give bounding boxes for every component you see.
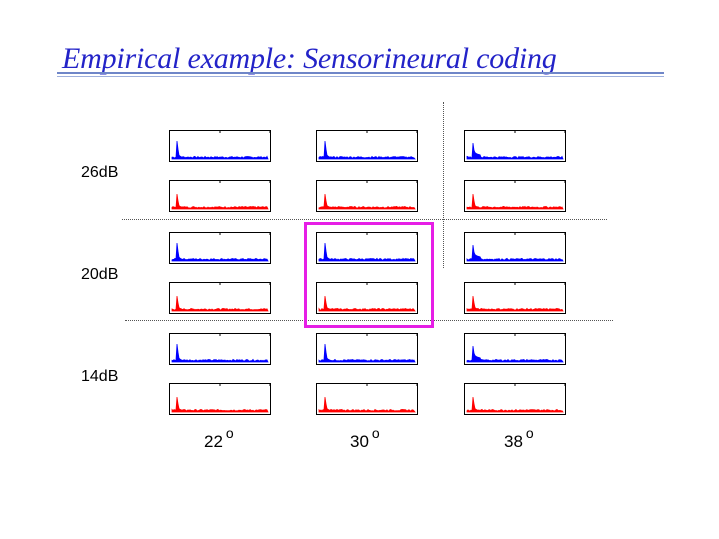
panel-ticks <box>366 333 418 336</box>
histogram-trace <box>466 142 564 160</box>
histogram-plot <box>316 333 418 365</box>
histogram-plot <box>316 383 418 415</box>
histogram-plot <box>464 383 566 415</box>
row-label-14db: 14dB <box>81 368 119 385</box>
histogram-panel-blue <box>464 130 566 162</box>
panel-ticks <box>219 333 271 336</box>
histogram-trace <box>171 295 269 312</box>
separator-horizontal-1 <box>122 219 607 220</box>
histogram-plot <box>464 130 566 162</box>
histogram-trace <box>318 242 416 262</box>
panel-ticks <box>366 180 418 183</box>
degree-mark: o <box>371 425 380 441</box>
histogram-panel-red <box>169 282 271 314</box>
histogram-trace <box>466 295 564 312</box>
row-label-20db: 20dB <box>81 266 119 283</box>
histogram-trace <box>318 396 416 413</box>
histogram-trace <box>466 396 564 413</box>
panel-ticks <box>366 130 418 133</box>
histogram-plot <box>169 282 271 314</box>
histogram-trace <box>318 295 416 312</box>
panel-ticks <box>219 232 271 235</box>
histogram-plot <box>169 383 271 415</box>
panel-ticks <box>219 383 271 386</box>
histogram-plot <box>169 130 271 162</box>
histogram-panel-blue <box>316 130 418 162</box>
column-label-38-value: 38 <box>504 432 523 451</box>
title-underline-secondary <box>57 76 664 77</box>
column-label-22-value: 22 <box>204 432 223 451</box>
histogram-plot <box>316 282 418 314</box>
histogram-panel-blue <box>464 333 566 365</box>
panel-ticks <box>514 130 566 133</box>
column-label-30-value: 30 <box>350 432 369 451</box>
histogram-plot <box>169 180 271 212</box>
column-label-38: 38 o <box>504 425 534 452</box>
histogram-plot <box>464 333 566 365</box>
title-underline <box>57 72 664 74</box>
histogram-trace <box>171 242 269 262</box>
histogram-panel-red <box>316 383 418 415</box>
histogram-plot <box>464 232 566 264</box>
histogram-trace <box>171 396 269 413</box>
degree-mark: o <box>225 425 234 441</box>
panel-ticks <box>514 333 566 336</box>
histogram-trace <box>466 244 564 262</box>
separator-horizontal-2 <box>125 320 613 321</box>
panel-ticks <box>219 130 271 133</box>
panel-ticks <box>366 282 418 285</box>
panel-ticks <box>366 383 418 386</box>
histogram-panel-red <box>464 180 566 212</box>
column-label-22: 22 o <box>204 425 234 452</box>
panel-ticks <box>219 180 271 183</box>
column-label-30: 30 o <box>350 425 380 452</box>
histogram-panel-red <box>316 180 418 212</box>
panel-ticks <box>514 232 566 235</box>
histogram-trace <box>171 140 269 160</box>
panel-ticks <box>514 180 566 183</box>
histogram-panel-blue <box>316 232 418 264</box>
row-label-26db: 26dB <box>81 164 119 181</box>
histogram-plot <box>464 282 566 314</box>
histogram-trace <box>171 343 269 363</box>
histogram-trace <box>318 343 416 363</box>
histogram-panel-red <box>316 282 418 314</box>
slide-title: Empirical example: Sensorineural coding <box>62 42 557 75</box>
panel-ticks <box>514 282 566 285</box>
histogram-trace <box>318 140 416 160</box>
histogram-panel-blue <box>464 232 566 264</box>
histogram-plot <box>464 180 566 212</box>
histogram-plot <box>316 130 418 162</box>
histogram-trace <box>171 193 269 210</box>
histogram-panel-blue <box>169 130 271 162</box>
histogram-plot <box>169 333 271 365</box>
highlight-box <box>304 222 434 328</box>
histogram-trace <box>466 345 564 363</box>
histogram-panel-red <box>169 383 271 415</box>
histogram-trace <box>318 193 416 210</box>
degree-mark: o <box>525 425 534 441</box>
histogram-plot <box>316 232 418 264</box>
histogram-plot <box>169 232 271 264</box>
histogram-panel-blue <box>169 333 271 365</box>
separator-vertical <box>443 102 444 268</box>
panel-ticks <box>219 282 271 285</box>
histogram-trace <box>466 193 564 210</box>
histogram-panel-red <box>464 282 566 314</box>
panel-ticks <box>514 383 566 386</box>
panel-ticks <box>366 232 418 235</box>
histogram-panel-red <box>464 383 566 415</box>
histogram-plot <box>316 180 418 212</box>
histogram-panel-blue <box>316 333 418 365</box>
histogram-panel-red <box>169 180 271 212</box>
histogram-panel-blue <box>169 232 271 264</box>
